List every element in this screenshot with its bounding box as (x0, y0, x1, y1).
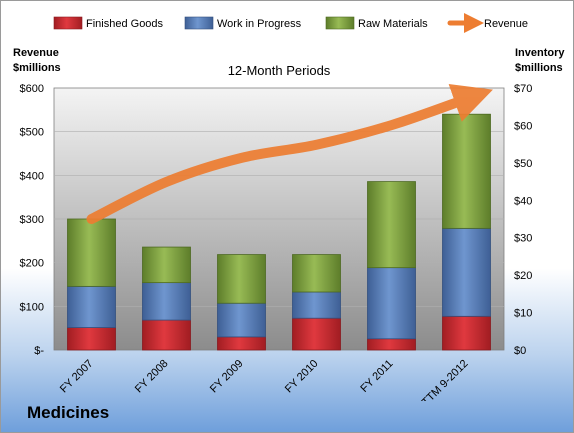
left-tick-label: $200 (20, 258, 44, 270)
bar-raw-materials (442, 113, 491, 229)
bar-finished-goods (67, 327, 116, 351)
bar-work-in-progress (367, 267, 416, 340)
bar-work-in-progress (442, 227, 491, 317)
legend-label-raw-materials: Raw Materials (358, 18, 428, 30)
bar-raw-materials (292, 254, 341, 293)
right-tick-label: $40 (514, 195, 532, 207)
bar-finished-goods (442, 315, 491, 351)
right-tick-label: $30 (514, 233, 532, 245)
bar-finished-goods (292, 317, 341, 351)
bar-raw-materials (67, 218, 116, 287)
legend-swatch-finished-goods (53, 16, 83, 30)
legend-swatch-raw-materials (325, 16, 355, 30)
right-tick-label: $0 (514, 345, 526, 357)
left-axis-title-line1: Revenue (13, 47, 59, 59)
right-axis-title-line2: $millions (515, 62, 563, 74)
left-tick-label: $400 (20, 170, 44, 182)
left-axis-title-line2: $millions (13, 62, 61, 74)
chart-title: 12-Month Periods (228, 63, 331, 78)
right-tick-label: $60 (514, 120, 532, 132)
left-tick-label: $500 (20, 127, 44, 139)
legend-swatch-work-in-progress (184, 16, 214, 30)
bar-work-in-progress (67, 285, 116, 328)
x-tick-label: TTM 9-2012 (420, 358, 471, 401)
legend-label-work-in-progress: Work in Progress (217, 18, 302, 30)
legend-label-finished-goods: Finished Goods (86, 18, 164, 30)
right-tick-label: $20 (514, 270, 532, 282)
bar-raw-materials (367, 181, 416, 269)
x-tick-label: FY 2007 (58, 358, 96, 396)
right-axis-title-line1: Inventory (515, 47, 565, 59)
bar-raw-materials (142, 246, 191, 284)
chart-svg: Finished Goods Work in Progress Raw Mate… (13, 13, 565, 408)
bar-finished-goods (217, 336, 266, 351)
bar-work-in-progress (142, 282, 191, 321)
right-tick-label: $50 (514, 158, 532, 170)
bar-raw-materials (217, 254, 266, 304)
legend: Finished Goods Work in Progress Raw Mate… (53, 13, 528, 33)
bar-finished-goods (142, 319, 191, 351)
x-tick-label: FY 2011 (358, 358, 395, 395)
revenue-line-path (86, 83, 493, 224)
gridlines (54, 131, 504, 307)
x-tick-label: FY 2009 (208, 358, 246, 396)
legend-label-revenue: Revenue (484, 18, 528, 30)
left-tick-label: $100 (20, 301, 44, 313)
bottom-title: Medicines (27, 403, 110, 422)
right-tick-label: $70 (514, 83, 532, 95)
revenue-line (86, 83, 493, 224)
x-tick-label: FY 2010 (283, 358, 321, 396)
left-tick-label: $300 (20, 214, 44, 226)
right-tick-label: $10 (514, 308, 532, 320)
bar-work-in-progress (217, 302, 266, 338)
bar-finished-goods (367, 338, 416, 351)
bar-work-in-progress (292, 291, 341, 319)
left-tick-label: $- (34, 345, 44, 357)
bars (67, 113, 491, 351)
left-tick-label: $600 (20, 83, 44, 95)
x-tick-label: FY 2008 (133, 358, 171, 396)
